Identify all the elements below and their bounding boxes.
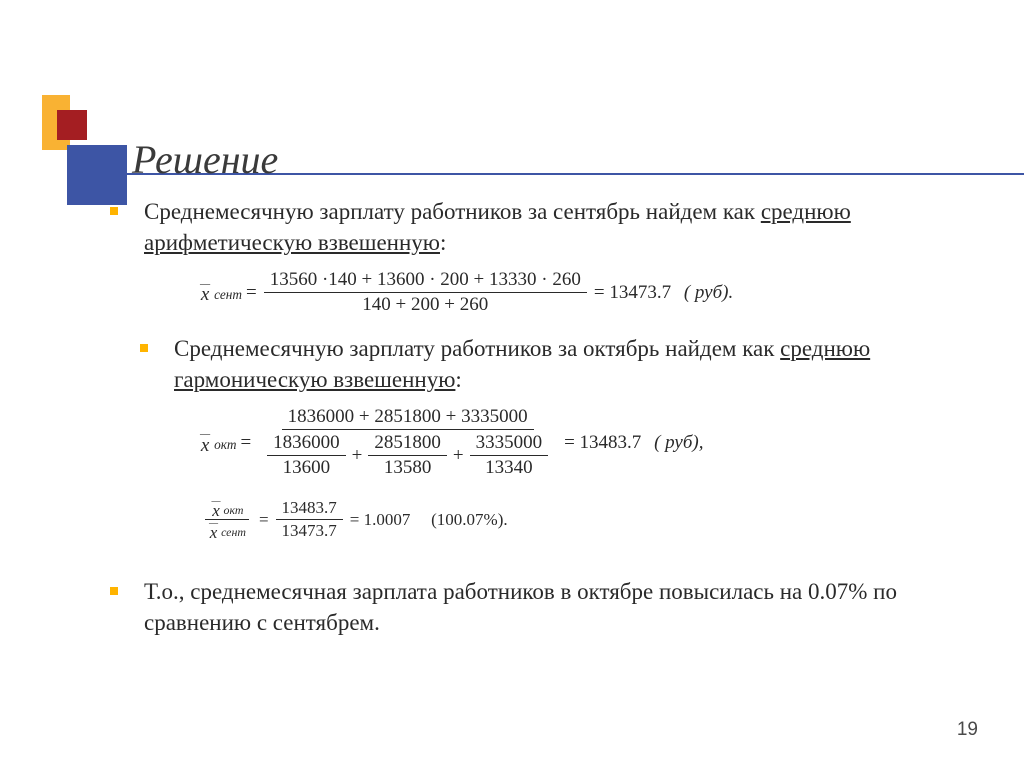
text-span: Среднемесячную зарплату работников за се… — [144, 199, 761, 224]
denominator: 13600 — [277, 456, 337, 480]
deco-rect-red — [57, 110, 87, 140]
unit: ( руб), — [654, 432, 703, 454]
subscript: сент — [214, 287, 242, 303]
inner-fraction: 3335000 13340 — [470, 431, 549, 480]
numerator: 3335000 — [470, 431, 549, 456]
x-bar-symbol: —x — [209, 521, 218, 541]
numerator: 1836000 + 2851800 + 3335000 — [282, 405, 534, 430]
denominator: 13473.7 — [276, 520, 343, 542]
fraction: 1836000 + 2851800 + 3335000 1836000 1360… — [258, 405, 557, 481]
formula-october: —xокт = 1836000 + 2851800 + 3335000 1836… — [200, 405, 960, 481]
denominator: 1836000 13600 + 2851800 13580 + 3335000 … — [258, 430, 557, 481]
numerator: 1836000 — [267, 431, 346, 456]
x-bar-symbol: —x — [200, 282, 210, 304]
text-span: : — [440, 230, 446, 255]
page-number: 19 — [957, 719, 978, 741]
denominator: 13340 — [479, 456, 539, 480]
bullet-text: Среднемесячную зарплату работников за се… — [144, 196, 960, 258]
text-span: : — [455, 367, 461, 392]
bullet-text: Т.о., среднемесячная зарплата работников… — [144, 576, 960, 638]
result: = 13473.7 — [594, 282, 671, 304]
numerator: 2851800 — [368, 431, 447, 456]
bullet-icon — [110, 207, 118, 215]
bullet-item: Среднемесячную зарплату работников за се… — [110, 196, 960, 258]
bullet-text: Среднемесячную зарплату работников за ок… — [174, 333, 960, 395]
fraction: 13560 ·140 + 13600 · 200 + 13330 · 260 1… — [264, 268, 587, 317]
numerator: 13483.7 — [276, 497, 343, 520]
subscript: окт — [224, 503, 244, 518]
inner-fraction: 2851800 13580 — [368, 431, 447, 480]
subscript: сент — [221, 525, 246, 540]
fraction-xbar-ratio: —x окт —xсент — [203, 498, 252, 542]
denominator: —xсент — [203, 520, 252, 542]
unit: ( руб). — [684, 282, 733, 304]
slide-title: Решение — [132, 136, 278, 183]
x-bar-symbol: —x — [200, 432, 210, 454]
subscript: окт — [214, 437, 236, 453]
percentage: (100.07%). — [431, 510, 507, 530]
formula-ratio: —xокт —xсент = 13483.7 13473.7 = 1.0007 … — [200, 497, 960, 542]
fraction: 13483.7 13473.7 — [276, 497, 343, 542]
result: = 1.0007 — [350, 510, 411, 530]
text-span: Среднемесячную зарплату работников за ок… — [174, 336, 780, 361]
inner-fraction: 1836000 13600 — [267, 431, 346, 480]
bullet-icon — [110, 587, 118, 595]
bullet-item: Среднемесячную зарплату работников за ок… — [140, 333, 960, 395]
formula-september: —xсент = 13560 ·140 + 13600 · 200 + 1333… — [200, 268, 960, 317]
result: = 13483.7 — [564, 432, 641, 454]
slide-content: Среднемесячную зарплату работников за се… — [110, 196, 960, 644]
x-bar-symbol: —x — [211, 499, 220, 519]
numerator: 13560 ·140 + 13600 · 200 + 13330 · 260 — [264, 268, 587, 293]
denominator: 13580 — [378, 456, 438, 480]
denominator: 140 + 200 + 260 — [356, 293, 494, 317]
numerator: —x окт — [205, 498, 249, 521]
bullet-icon — [140, 344, 148, 352]
bullet-item: Т.о., среднемесячная зарплата работников… — [110, 576, 960, 638]
